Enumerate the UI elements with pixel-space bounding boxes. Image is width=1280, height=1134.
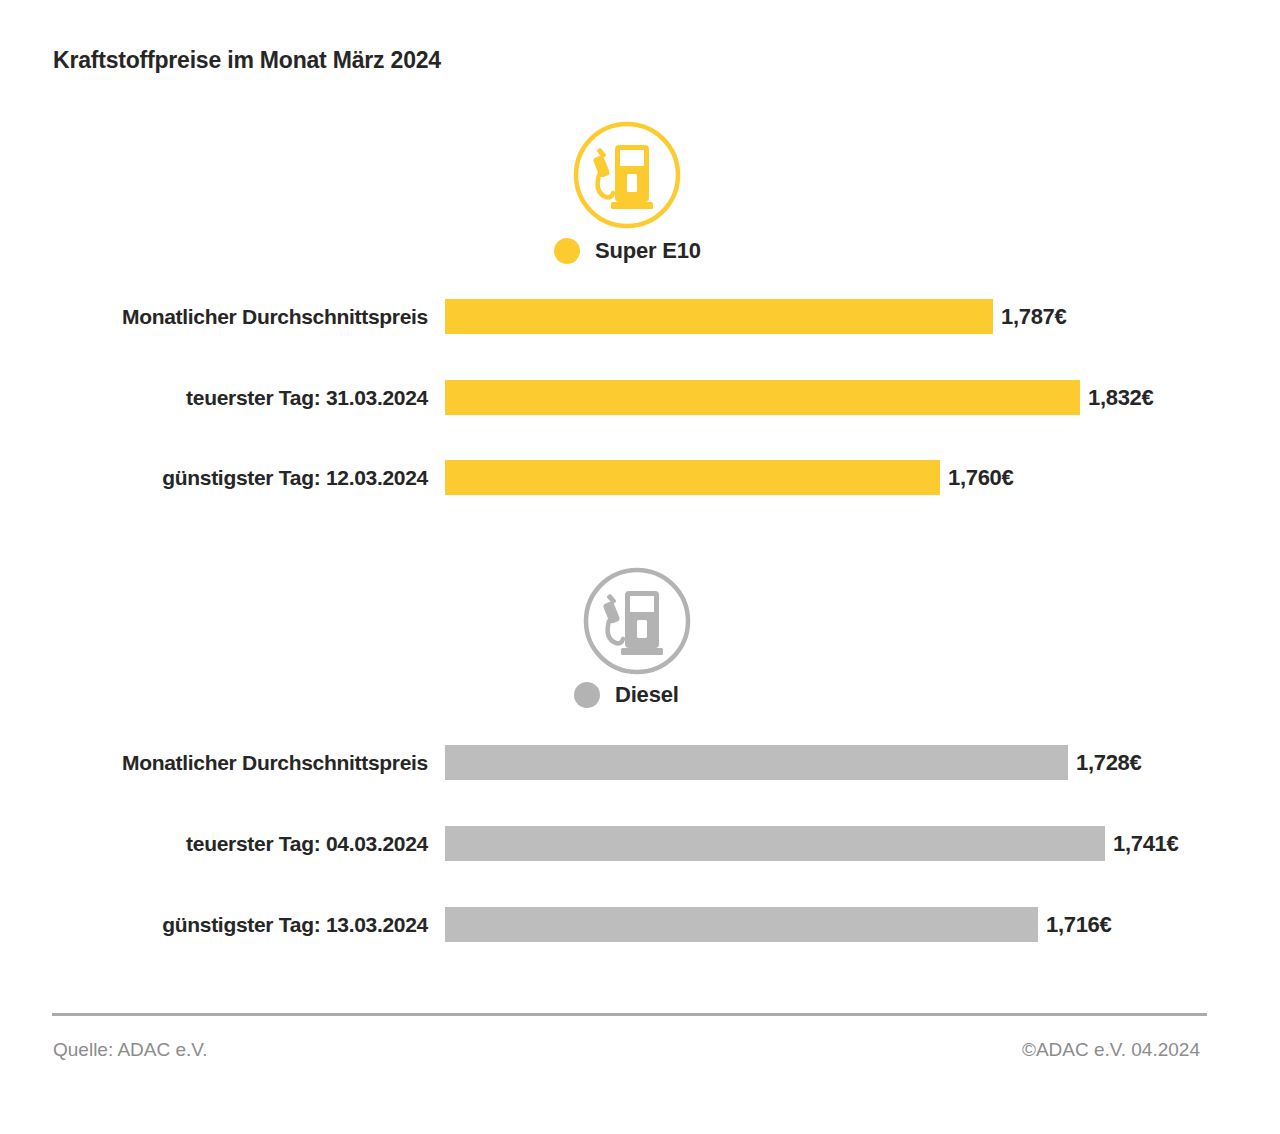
bar-row-diesel-max: teuerster Tag: 04.03.2024 1,741€ xyxy=(40,826,1179,861)
copyright-text: ©ADAC e.V. 04.2024 xyxy=(1022,1039,1200,1061)
fuel-pump-icon xyxy=(582,566,692,676)
bar-label: Monatlicher Durchschnittspreis xyxy=(40,305,428,329)
legend-dot-super xyxy=(554,238,580,264)
legend-super-e10: Super E10 xyxy=(554,238,701,264)
bar-row-diesel-average: Monatlicher Durchschnittspreis 1,728€ xyxy=(40,745,1142,780)
infographic: Kraftstoffpreise im Monat März 2024 Supe… xyxy=(0,0,1280,1134)
bar-value: 1,716€ xyxy=(1046,912,1112,938)
bar-diesel-min xyxy=(445,907,1038,942)
bar-value: 1,760€ xyxy=(948,465,1014,491)
bar-value: 1,741€ xyxy=(1113,831,1179,857)
bar-label: teuerster Tag: 04.03.2024 xyxy=(40,832,428,856)
bar-super-min xyxy=(445,460,940,495)
page-title: Kraftstoffpreise im Monat März 2024 xyxy=(53,47,441,74)
source-text: Quelle: ADAC e.V. xyxy=(53,1039,208,1061)
bar-label: Monatlicher Durchschnittspreis xyxy=(40,751,428,775)
bar-diesel-max xyxy=(445,826,1105,861)
bar-row-super-max: teuerster Tag: 31.03.2024 1,832€ xyxy=(40,380,1154,415)
bar-label: günstigster Tag: 12.03.2024 xyxy=(40,466,428,490)
legend-dot-diesel xyxy=(574,682,600,708)
bar-row-super-average: Monatlicher Durchschnittspreis 1,787€ xyxy=(40,299,1067,334)
bar-super-max xyxy=(445,380,1080,415)
legend-label-super: Super E10 xyxy=(595,238,701,264)
bar-label: teuerster Tag: 31.03.2024 xyxy=(40,386,428,410)
bar-row-diesel-min: günstigster Tag: 13.03.2024 1,716€ xyxy=(40,907,1112,942)
bar-value: 1,787€ xyxy=(1001,304,1067,330)
bar-value: 1,728€ xyxy=(1076,750,1142,776)
legend-label-diesel: Diesel xyxy=(615,682,679,708)
footer-divider xyxy=(52,1013,1207,1016)
bar-value: 1,832€ xyxy=(1088,385,1154,411)
legend-diesel: Diesel xyxy=(574,682,679,708)
bar-label: günstigster Tag: 13.03.2024 xyxy=(40,913,428,937)
bar-row-super-min: günstigster Tag: 12.03.2024 1,760€ xyxy=(40,460,1014,495)
bar-super-average xyxy=(445,299,993,334)
fuel-pump-icon xyxy=(572,120,682,230)
bar-diesel-average xyxy=(445,745,1068,780)
